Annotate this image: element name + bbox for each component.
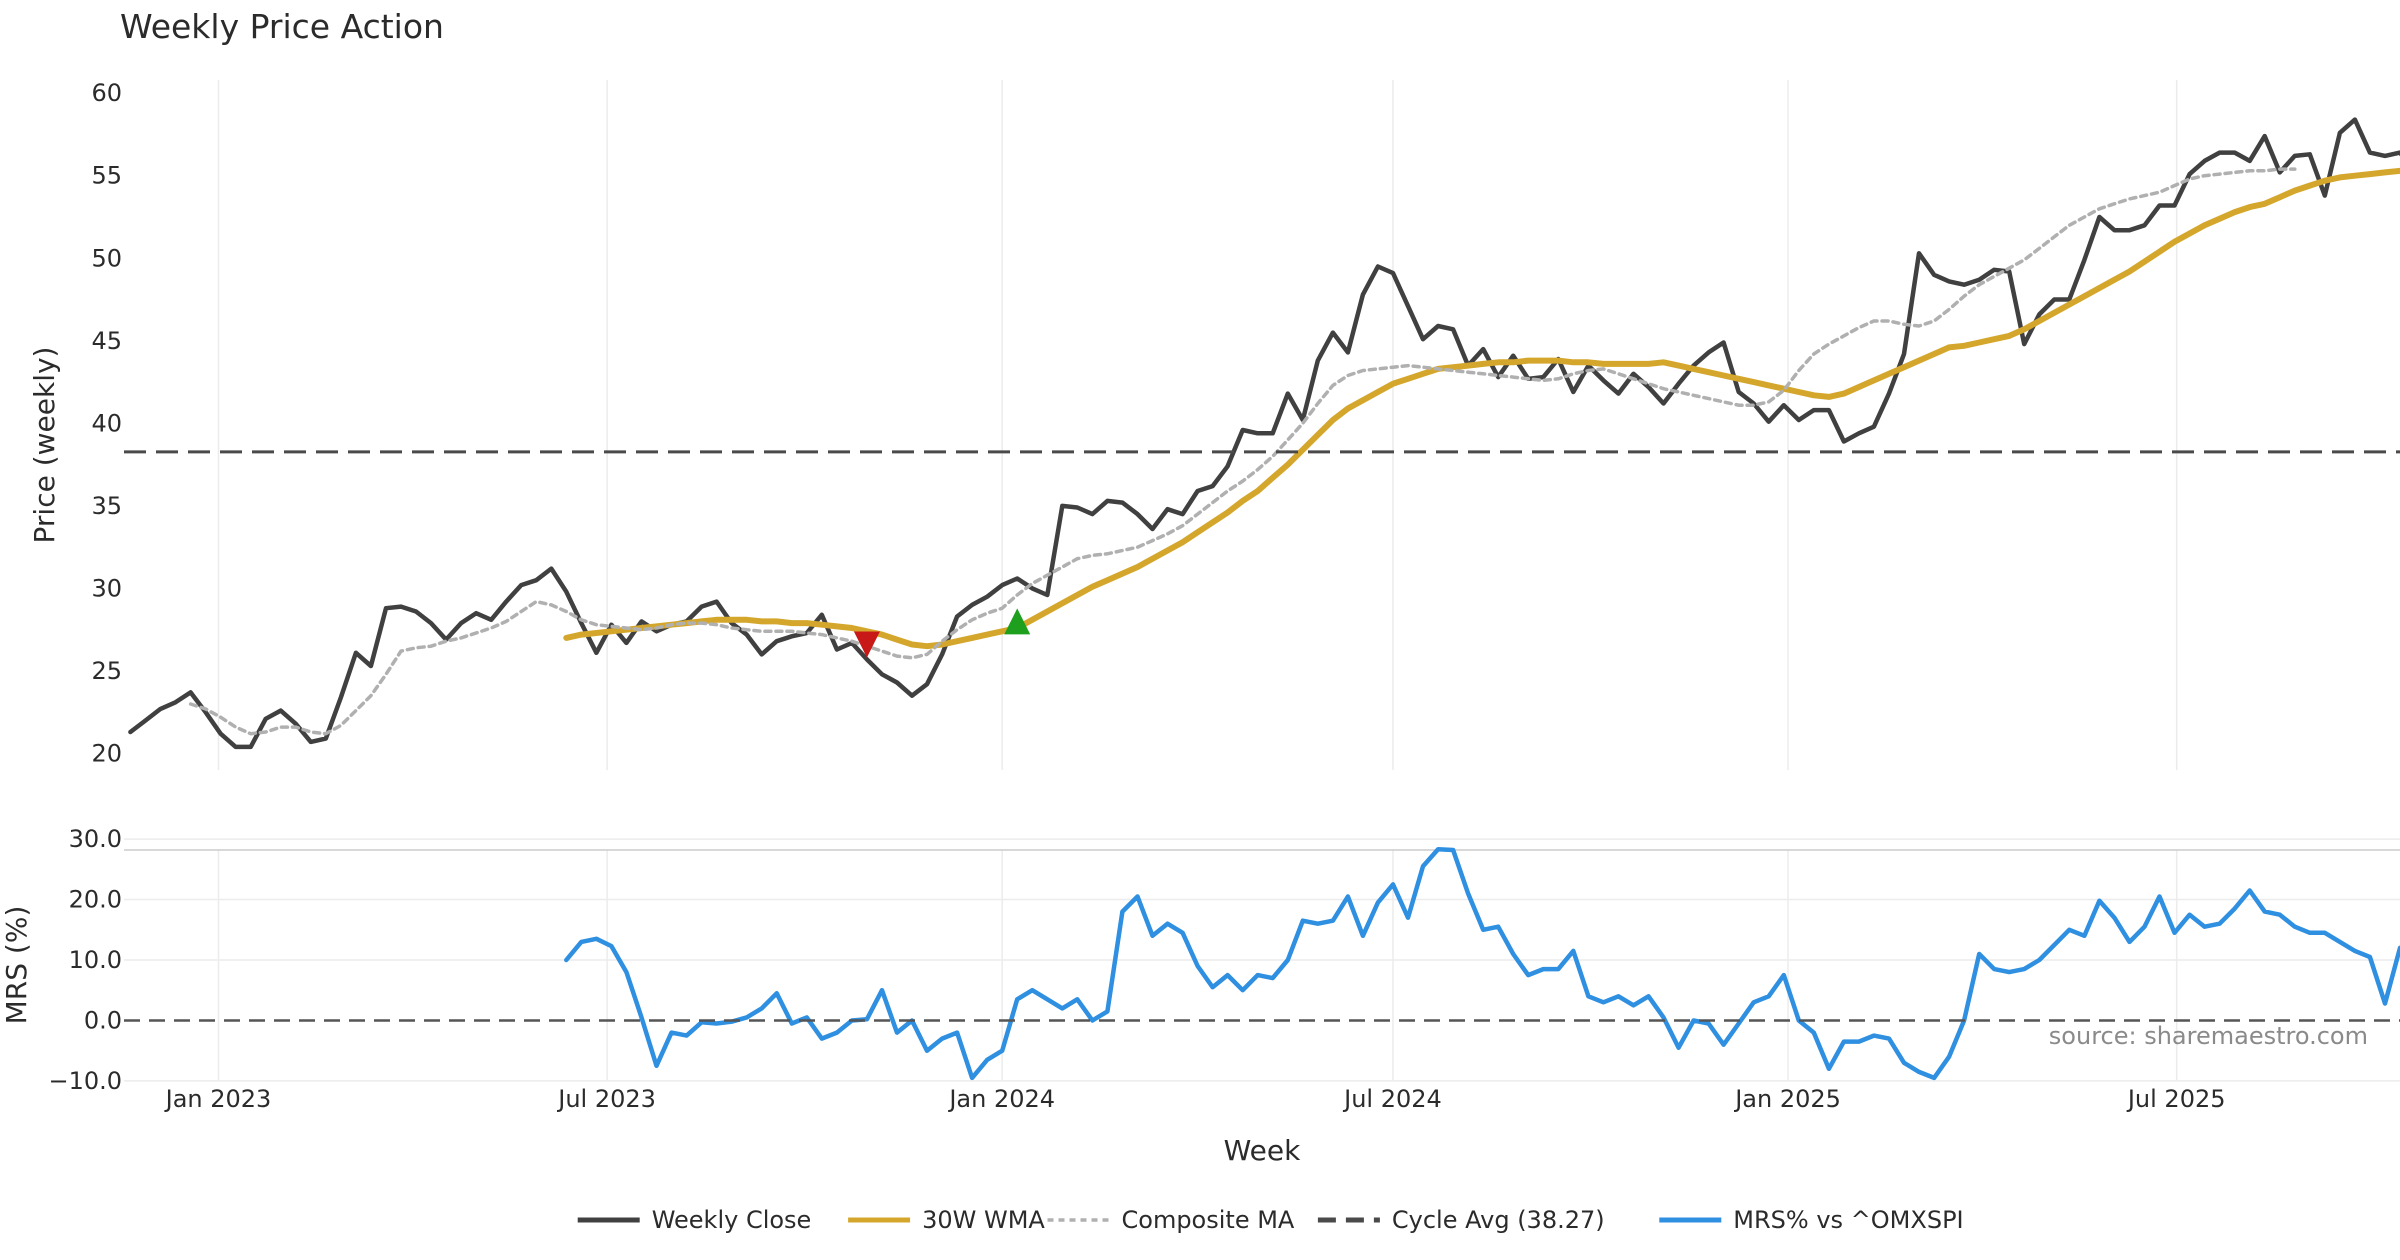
xtick-label: Jan 2023: [164, 1085, 272, 1113]
price-ytick-label: 25: [91, 657, 122, 685]
mrs-ylabel: MRS (%): [0, 906, 33, 1025]
weekly-close-line: [128, 117, 2400, 750]
xtick-label: Jul 2023: [556, 1085, 656, 1113]
legend-item: 30W WMA: [848, 1206, 1045, 1234]
sell-signal-marker: [853, 631, 880, 658]
x-axis-title: Week: [1224, 1134, 1301, 1167]
xtick-label: Jan 2025: [1733, 1085, 1841, 1113]
source-label: source: sharemaestro.com: [2049, 1022, 2368, 1050]
mrs-ytick-label: 0.0: [84, 1006, 122, 1034]
mrs-ytick-label: −10.0: [48, 1067, 122, 1095]
xtick-label: Jul 2025: [2126, 1085, 2226, 1113]
price-ytick-label: 20: [91, 739, 122, 767]
mrs-panel: −10.0 0.0 10.0 20.0 30.0 MRS (%) Jan 2023 Jul 2…: [0, 825, 2400, 1167]
price-panel: 20 25 30 35 40 45 50 55 60 Price (weekly): [28, 79, 2400, 770]
price-ytick-label: 50: [91, 244, 122, 272]
price-ytick-label: 45: [91, 327, 122, 355]
buy-signal-marker: [1004, 608, 1031, 635]
legend-label: Weekly Close: [652, 1206, 812, 1234]
mrs-ytick-label: 10.0: [69, 946, 122, 974]
legend: Weekly Close 30W WMA Composite MA Cycle Avg…: [577, 1206, 1964, 1234]
chart-title: Weekly Price Action: [120, 7, 444, 46]
price-ytick-label: 40: [91, 409, 122, 437]
price-ytick-label: 55: [91, 162, 122, 190]
legend-item: Cycle Avg (38.27): [1317, 1206, 1605, 1234]
price-ytick-label: 60: [91, 79, 122, 107]
price-ytick-label: 35: [91, 492, 122, 520]
legend-label: 30W WMA: [922, 1206, 1045, 1234]
mrs-ytick-label: 20.0: [69, 886, 122, 914]
legend-item: Composite MA: [1047, 1206, 1295, 1234]
composite-ma-line: [188, 167, 2297, 736]
mrs-ytick-label: 30.0: [69, 825, 122, 853]
legend-label: MRS% vs ^OMXSPI: [1733, 1206, 1963, 1234]
legend-label: Cycle Avg (38.27): [1392, 1206, 1605, 1234]
xtick-label: Jan 2024: [947, 1085, 1055, 1113]
price-ytick-label: 30: [91, 574, 122, 602]
xtick-label: Jul 2024: [1342, 1085, 1442, 1113]
mrs-line: [564, 847, 2400, 1081]
legend-label: Composite MA: [1122, 1206, 1295, 1234]
legend-item: MRS% vs ^OMXSPI: [1659, 1206, 1964, 1234]
price-ylabel: Price (weekly): [28, 347, 61, 544]
legend-item: Weekly Close: [577, 1206, 812, 1234]
